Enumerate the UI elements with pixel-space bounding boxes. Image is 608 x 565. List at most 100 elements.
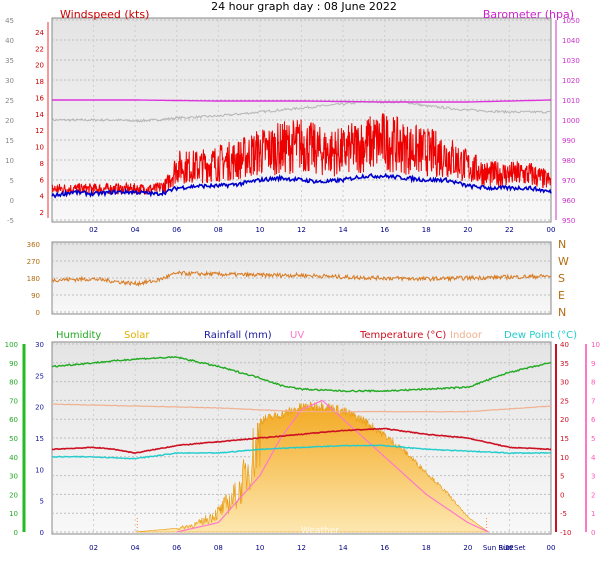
axis-tick-label: 6 (40, 176, 45, 184)
axis-tick-label: 950 (562, 217, 575, 225)
axis-tick-label: 10 (9, 510, 18, 518)
axis-tick-label: 0 (591, 529, 595, 537)
axis-tick-label: 10 (35, 144, 44, 152)
axis-tick-label: 100 (5, 341, 18, 349)
x-tick-label: 18 (422, 226, 431, 234)
series-solar (135, 401, 490, 533)
axis-tick-label: 40 (560, 341, 569, 349)
axis-tick-label: 5 (591, 435, 595, 443)
axis-tick-label: -5 (560, 510, 567, 518)
x-tick-label: 04 (131, 226, 140, 234)
axis-tick-label: 18 (35, 78, 44, 86)
legend-label: UV (290, 330, 304, 341)
panel2-series (51, 270, 552, 287)
axis-tick-label: 1030 (562, 57, 580, 65)
axis-tick-label: 30 (9, 473, 18, 481)
compass-label: W (558, 255, 569, 268)
x-tick-label: 08 (214, 226, 223, 234)
axis-tick-label: 20 (35, 62, 44, 70)
panel1-x-ticks: 02 04 06 08 10 12 14 16 18 20 22 00 (89, 226, 555, 234)
legend-label: Temperature (°C) (359, 330, 446, 341)
axis-tick-label: 1040 (562, 37, 580, 45)
axis-tick-label: 4 (40, 193, 45, 201)
axis-tick-label: 0 (560, 491, 564, 499)
axis-tick-label: 40 (5, 37, 14, 45)
panel2-left-ticks: 360 270 180 90 0 (27, 241, 40, 317)
axis-tick-label: 4 (591, 454, 596, 462)
axis-tick-label: 5 (40, 498, 44, 506)
x-tick-label: 10 (255, 226, 264, 234)
x-tick-label: 06 (172, 226, 181, 234)
axis-tick-label: 16 (35, 94, 44, 102)
series-humidity (51, 356, 552, 393)
axis-tick-label: -5 (7, 217, 14, 225)
axis-tick-label: 0 (40, 529, 44, 537)
axis-tick-label: 35 (560, 360, 569, 368)
axis-tick-label: 10 (5, 157, 14, 165)
series-wind-direction (51, 270, 552, 287)
series-indoor (51, 403, 552, 413)
axis-tick-label: 990 (562, 137, 575, 145)
series-windspeed-average-kts (51, 172, 552, 199)
axis-tick-label: 6 (591, 416, 596, 424)
x-tick-label: 04 (131, 544, 140, 552)
panel1-series (51, 99, 552, 199)
axis-tick-label: 1020 (562, 77, 580, 85)
graph-title: 24 hour graph day : 08 June 2022 (211, 0, 397, 13)
legend-label: Dew Point (°C) (504, 330, 577, 341)
x-tick-label: 02 (89, 544, 98, 552)
axis-tick-label: 10 (560, 454, 569, 462)
axis-tick-label: 80 (9, 379, 18, 387)
axis-tick-label: 980 (562, 157, 575, 165)
panel3-axes: 1009080706050403020100302520151050403530… (5, 341, 600, 537)
x-tick-label: 16 (380, 544, 389, 552)
x-tick-label: 18 (422, 544, 431, 552)
series-windspeed-gust-kts (51, 113, 552, 197)
panel3-legend: Humidity Solar Rainfall (mm) UV Temperature … (56, 330, 577, 341)
x-tick-label: 14 (339, 226, 348, 234)
legend-label: Humidity (56, 330, 101, 341)
panel1-left2-ticks: 24 22 20 18 16 14 12 10 8 6 4 2 (35, 22, 49, 218)
x-tick-label: 00 (547, 544, 556, 552)
compass-label: S (558, 272, 565, 285)
axis-tick-label: 35 (5, 57, 14, 65)
axis-tick-label: 10 (35, 466, 44, 474)
axis-tick-label: 0 (14, 529, 18, 537)
x-tick-label: 12 (297, 544, 306, 552)
axis-tick-label: 2 (591, 491, 595, 499)
series-uv (176, 399, 489, 533)
axis-tick-label: 1010 (562, 97, 580, 105)
axis-tick-label: 0 (10, 197, 14, 205)
axis-tick-label: 90 (9, 360, 18, 368)
axis-tick-label: 30 (5, 77, 14, 85)
axis-tick-label: 15 (35, 435, 44, 443)
axis-tick-label: 3 (591, 473, 595, 481)
axis-tick-label: 10 (591, 341, 600, 349)
axis-tick-label: 70 (9, 397, 18, 405)
x-tick-label: 22 (505, 226, 514, 234)
barometer-axis-title: Barometer (hpa) (483, 8, 574, 21)
axis-tick-label: 180 (27, 275, 40, 283)
axis-tick-label: 15 (560, 435, 569, 443)
series-temperature (51, 427, 552, 455)
panel2-grid (52, 243, 551, 313)
x-tick-label: 20 (463, 226, 472, 234)
axis-tick-label: 25 (560, 397, 569, 405)
axis-tick-label: 0 (36, 309, 40, 317)
axis-tick-label: 1 (591, 510, 595, 518)
x-tick-label: 16 (380, 226, 389, 234)
axis-tick-label: 14 (35, 111, 44, 119)
x-tick-label: 22 (505, 544, 514, 552)
x-tick-label: 02 (89, 226, 98, 234)
x-tick-label: 06 (172, 544, 181, 552)
axis-tick-label: 30 (560, 379, 569, 387)
axis-tick-label: 5 (10, 177, 14, 185)
axis-tick-label: 15 (5, 137, 14, 145)
axis-tick-label: 45 (5, 17, 14, 25)
x-tick-label: 08 (214, 544, 223, 552)
windspeed-axis-title: Windspeed (kts) (60, 8, 149, 21)
axis-tick-label: 2 (40, 209, 44, 217)
